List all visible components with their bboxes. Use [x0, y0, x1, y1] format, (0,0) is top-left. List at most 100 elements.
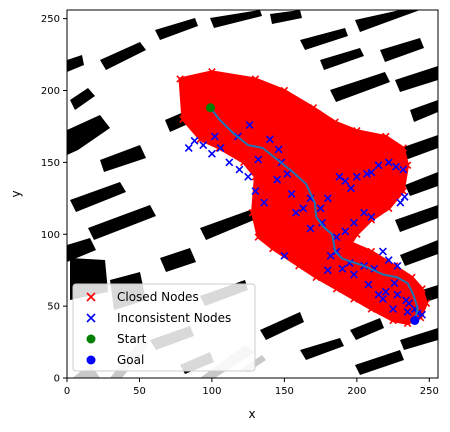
- inconsistent-node-marker: [274, 145, 283, 154]
- inconsistent-node-marker: [283, 169, 292, 178]
- closed-node-marker: [251, 172, 260, 181]
- inconsistent-node-marker: [306, 224, 315, 233]
- legend-label: Inconsistent Nodes: [117, 311, 231, 325]
- inconsistent-node-marker: [390, 279, 399, 288]
- closed-node-marker: [309, 103, 318, 112]
- building: [405, 172, 438, 196]
- building: [330, 72, 390, 102]
- start-marker: [205, 103, 215, 113]
- inconsistent-node-marker: [364, 280, 373, 289]
- closed-node-marker: [350, 295, 358, 303]
- x-tick-label: 0: [64, 386, 70, 397]
- building: [300, 338, 344, 360]
- legend-item: Goal: [86, 353, 144, 367]
- closed-node-marker: [353, 230, 361, 239]
- building: [200, 210, 254, 240]
- legend-item: Inconsistent Nodes: [86, 311, 231, 325]
- inconsistent-nodes-layer: [184, 121, 427, 319]
- y-axis-label: y: [9, 190, 23, 197]
- building: [320, 48, 364, 70]
- inconsistent-node-marker: [251, 187, 260, 196]
- building: [67, 55, 84, 72]
- legend-item: Closed Nodes: [86, 290, 199, 304]
- x-tick-label: 150: [275, 386, 294, 397]
- inconsistent-node-marker: [349, 218, 358, 227]
- y-tick-label: 200: [41, 86, 60, 97]
- closed-node-marker: [215, 144, 223, 152]
- inconsistent-node-marker: [374, 161, 383, 170]
- inconsistent-node-marker: [332, 233, 341, 242]
- inconsistent-node-marker: [384, 256, 393, 265]
- inconsistent-node-marker: [367, 213, 376, 221]
- building: [410, 100, 438, 122]
- closed-node-marker: [331, 118, 339, 126]
- y-tick-label: 100: [41, 230, 60, 241]
- legend-marker-x-icon: [86, 292, 96, 302]
- building: [67, 115, 110, 155]
- legend: Closed Nodes Inconsistent Nodes Start Goal: [72, 283, 256, 372]
- inconsistent-node-marker: [273, 175, 282, 184]
- building: [400, 240, 438, 266]
- closed-node-marker: [399, 144, 407, 152]
- inconsistent-node-marker: [400, 192, 409, 201]
- inconsistent-node-marker: [360, 208, 369, 217]
- building: [70, 182, 126, 212]
- closed-node-marker: [251, 75, 260, 83]
- inconsistent-node-marker: [244, 172, 253, 181]
- closed-node-marker: [390, 262, 399, 270]
- building: [260, 312, 304, 340]
- inconsistent-node-marker: [341, 227, 350, 236]
- x-axis-label: x: [248, 407, 255, 421]
- building: [88, 205, 156, 240]
- inconsistent-node-marker: [338, 264, 347, 273]
- closed-node-marker: [384, 204, 393, 213]
- inconsistent-node-marker: [292, 208, 300, 217]
- inconsistent-node-marker: [335, 172, 344, 181]
- inconsistent-node-marker: [378, 247, 387, 256]
- closed-node-marker: [196, 135, 205, 144]
- inconsistent-node-marker: [216, 144, 225, 152]
- x-tick-label: 200: [347, 386, 366, 397]
- inconsistent-node-marker: [399, 165, 408, 174]
- building: [67, 238, 96, 262]
- y-tick-label: 50: [47, 302, 60, 313]
- x-axis-ticks: 0 50 100 150 200 250: [64, 378, 439, 397]
- inconsistent-node-marker: [323, 194, 332, 203]
- plot-frame: [66, 9, 439, 379]
- legend-items: Closed Nodes Inconsistent Nodes Start Goal: [86, 290, 231, 367]
- building: [355, 10, 420, 32]
- inconsistent-node-marker: [225, 158, 234, 167]
- building: [210, 10, 262, 28]
- building: [155, 18, 198, 40]
- building: [270, 10, 302, 24]
- building: [160, 248, 196, 272]
- x-tick-label: 250: [420, 386, 439, 397]
- closed-node-marker: [389, 316, 397, 325]
- inconsistent-node-marker: [341, 177, 350, 186]
- closed-node-marker: [254, 233, 263, 241]
- legend-marker-x-icon: [86, 313, 96, 323]
- inconsistent-node-marker: [265, 135, 274, 144]
- path-layer: [209, 107, 419, 321]
- closed-node-marker: [176, 75, 184, 83]
- building: [70, 88, 95, 110]
- inconsistent-node-marker: [287, 190, 296, 198]
- legend-label: Goal: [117, 353, 144, 367]
- inconsistent-node-marker: [260, 198, 269, 207]
- legend-box: [72, 283, 256, 372]
- legend-label: Start: [117, 332, 147, 346]
- closed-node-marker: [408, 273, 416, 282]
- inconsistent-node-marker: [199, 141, 208, 150]
- closed-node-marker: [280, 86, 289, 95]
- closed-node-marker: [208, 68, 216, 76]
- path-line: [209, 107, 419, 321]
- start-goal-layer: [205, 103, 420, 325]
- y-tick-label: 150: [41, 158, 60, 169]
- building: [350, 318, 384, 340]
- inconsistent-node-marker: [393, 261, 402, 270]
- legend-item: Start: [86, 332, 147, 346]
- inconsistent-node-marker: [210, 132, 219, 141]
- inconsistent-node-marker: [374, 290, 383, 299]
- closed-node-marker: [367, 247, 376, 256]
